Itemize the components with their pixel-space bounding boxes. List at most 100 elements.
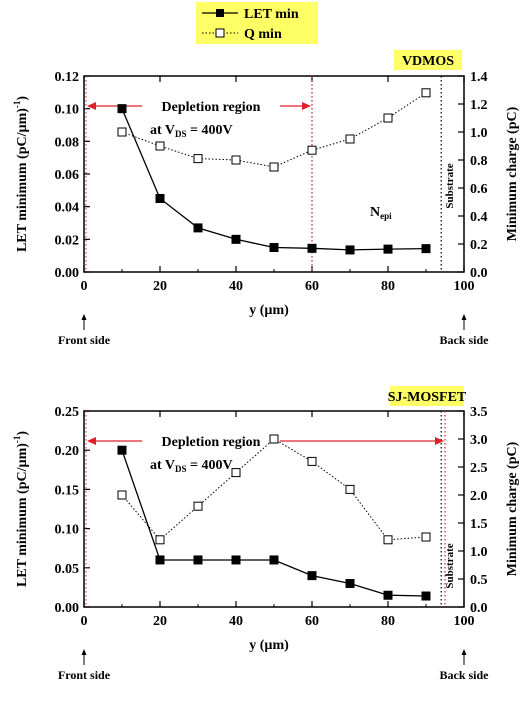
data-point-q-min	[307, 145, 317, 155]
data-point-q-min	[231, 155, 241, 165]
y-right-tick-label: 0.2	[470, 238, 488, 253]
series-line-q-min	[121, 438, 427, 541]
data-point-q-min	[307, 456, 317, 466]
depletion-arrowhead-left	[87, 437, 96, 445]
x-tick-label: 100	[454, 279, 475, 294]
depletion-arrowhead-right	[302, 102, 311, 110]
y-left-axis-label: LET minimum (pC/µm)-1)	[12, 431, 30, 587]
series-line-q-min	[121, 92, 427, 168]
y-left-tick-label: 0.25	[55, 405, 80, 420]
data-point-q-min	[117, 127, 127, 137]
chart-panel-sj-mosfet: SJ-MOSFET 0 20 40 60 80 100 0.00 0.05 0.10 0.15 0.2…	[12, 386, 520, 682]
data-point-let-min	[269, 555, 279, 565]
y-right-tick-label: 0.0	[470, 266, 488, 281]
x-tick-label: 0	[81, 614, 88, 629]
data-point-q-min	[421, 88, 431, 98]
y-right-tick-label: 0.8	[470, 154, 488, 169]
y-right-tick-label: 0.5	[470, 573, 488, 588]
data-point-q-min	[155, 535, 165, 545]
data-point-let-min	[383, 244, 393, 254]
x-tick-label: 100	[454, 614, 475, 629]
data-point-let-min	[117, 445, 127, 455]
front-side-arrowhead	[81, 314, 87, 320]
data-point-let-min	[421, 591, 431, 601]
y-left-tick-label: 0.12	[55, 70, 80, 85]
front-side-arrowhead	[81, 649, 87, 655]
back-side-label: Back side	[439, 668, 489, 682]
x-tick-label: 60	[305, 279, 319, 294]
front-side-label: Front side	[58, 668, 111, 682]
x-axis-label: y (µm)	[249, 303, 289, 318]
x-axis-label: y (µm)	[249, 638, 289, 653]
substrate-label: Substrate	[444, 543, 456, 588]
y-left-tick-label: 0.00	[55, 601, 80, 616]
data-point-q-min	[155, 141, 165, 151]
y-left-tick-label: 0.00	[55, 266, 80, 281]
data-point-let-min	[231, 555, 241, 565]
data-point-q-min	[269, 434, 279, 444]
x-tick-label: 0	[81, 279, 88, 294]
x-tick-label: 40	[229, 279, 243, 294]
data-point-q-min	[193, 501, 203, 511]
data-point-q-min	[421, 532, 431, 542]
depletion-bias-label: at VDS = 400V	[150, 123, 233, 139]
x-tick-label: 80	[381, 614, 395, 629]
y-right-axis-label: Minimum charge (pC)	[505, 441, 520, 576]
y-right-tick-label: 0.6	[470, 182, 488, 197]
data-point-let-min	[307, 243, 317, 253]
y-left-tick-label: 0.15	[55, 483, 80, 498]
front-side-label: Front side	[58, 333, 111, 347]
y-left-tick-label: 0.04	[55, 201, 80, 216]
depletion-title: Depletion region	[162, 100, 261, 115]
y-right-tick-label: 0.4	[470, 210, 488, 225]
y-right-tick-label: 3.5	[470, 405, 488, 420]
data-point-q-min	[345, 134, 355, 144]
data-point-q-min	[269, 162, 279, 172]
y-right-tick-label: 1.0	[470, 545, 488, 560]
legend: LET min Q min	[196, 2, 318, 44]
back-side-arrowhead	[461, 649, 467, 655]
x-tick-label: 60	[305, 614, 319, 629]
y-right-tick-label: 2.0	[470, 489, 488, 504]
data-point-q-min	[117, 490, 127, 500]
data-point-let-min	[117, 104, 127, 114]
chart-panel-vdmos: VDMOS 0 20 40 60 80 100 0.00 0.02 0.04 0.06 0.08 0.1…	[12, 50, 520, 347]
back-side-arrowhead	[461, 314, 467, 320]
y-right-tick-label: 1.5	[470, 517, 488, 532]
depletion-bias-label: at VDS = 400V	[150, 458, 233, 474]
data-point-q-min	[383, 113, 393, 123]
x-tick-label: 80	[381, 279, 395, 294]
y-left-tick-label: 0.06	[55, 168, 80, 183]
back-side-label: Back side	[439, 333, 489, 347]
data-point-q-min	[231, 468, 241, 478]
y-right-tick-label: 3.0	[470, 433, 488, 448]
data-point-let-min	[383, 590, 393, 600]
data-point-let-min	[269, 243, 279, 252]
y-right-tick-label: 2.5	[470, 461, 488, 476]
x-tick-label: 20	[153, 614, 167, 629]
y-right-tick-label: 0.0	[470, 601, 488, 616]
y-right-tick-label: 1.4	[470, 70, 488, 85]
y-left-tick-label: 0.10	[55, 103, 80, 118]
panel-label-box	[390, 386, 464, 406]
legend-marker-q-min	[215, 28, 225, 38]
y-left-tick-label: 0.08	[55, 135, 80, 150]
data-point-let-min	[231, 234, 241, 244]
data-point-let-min	[193, 555, 203, 565]
panel-label: SJ-MOSFET	[388, 390, 467, 405]
data-point-let-min	[307, 571, 317, 581]
data-point-q-min	[345, 484, 355, 494]
y-right-axis-label: Minimum charge (pC)	[505, 106, 520, 241]
legend-marker-let-min	[216, 9, 224, 17]
legend-label-q-min: Q min	[244, 27, 282, 42]
data-point-let-min	[155, 194, 165, 203]
depletion-title: Depletion region	[162, 435, 261, 450]
region-label: Nepi	[370, 205, 392, 221]
y-left-tick-label: 0.02	[55, 233, 80, 248]
substrate-label: Substrate	[444, 163, 456, 208]
data-point-let-min	[193, 223, 203, 233]
data-point-q-min	[383, 535, 393, 545]
data-point-let-min	[345, 245, 355, 255]
depletion-arrowhead-right	[435, 437, 444, 445]
